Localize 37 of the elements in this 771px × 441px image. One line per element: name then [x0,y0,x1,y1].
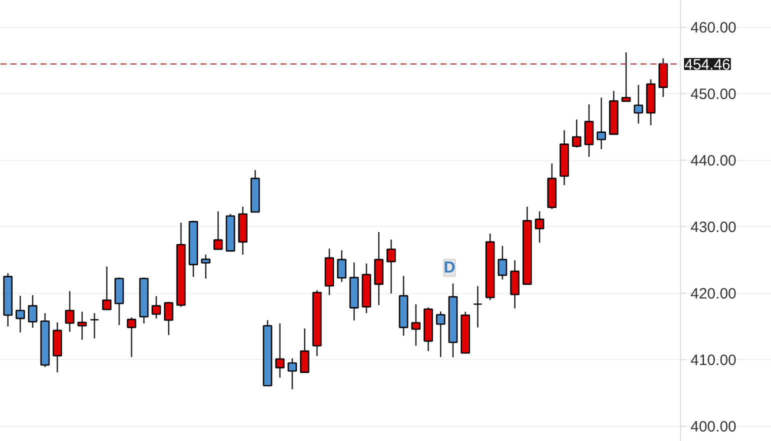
y-tick-label: 400.00 [690,418,736,436]
candlestick [213,210,223,250]
candlestick [275,322,285,378]
y-tick-label: 460.00 [690,20,736,37]
candlestick [510,260,520,310]
candlestick [77,311,87,340]
candlestick [596,96,606,150]
candlestick [584,104,594,158]
candlestick [65,290,74,332]
candlestick [634,84,644,124]
candlestick [152,296,161,320]
candlestick [436,310,446,358]
y-tick-label: 410.00 [690,352,736,370]
annotation: D [444,259,456,276]
candlestick [386,238,396,294]
ref-line-label: 454.46 [684,56,730,74]
candlestick [102,266,112,310]
candlestick [498,245,508,280]
candlestick [337,250,346,283]
candlestick [621,52,631,102]
candlestick [164,301,174,336]
candlestick [16,295,25,334]
y-tick-label: 430.00 [690,219,736,236]
candlestick [300,328,310,373]
candlestick [126,316,136,358]
candlestick [572,118,582,148]
candlestick [28,294,38,328]
candlestick [658,58,668,98]
candlestick [534,210,544,244]
y-tick-label: 450.00 [690,86,736,104]
candlestick [201,254,210,280]
candlestick [90,312,100,340]
y-tick-label: 440.00 [690,152,736,170]
candlestick [473,286,482,328]
candlestick [288,358,297,390]
y-tick-label: 420.00 [690,286,736,303]
candlestick [411,303,421,346]
